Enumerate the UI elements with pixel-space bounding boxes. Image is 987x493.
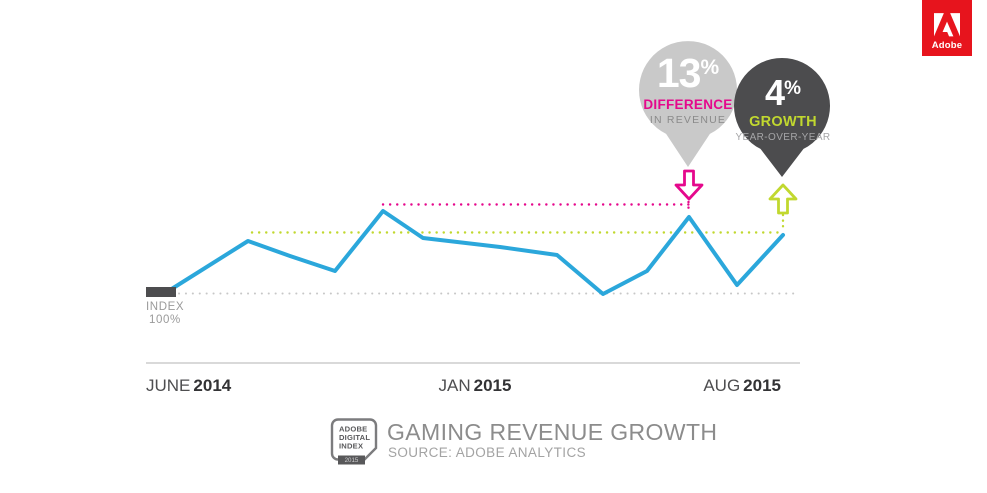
axis-month: JUNE: [146, 376, 191, 395]
difference-value: 13%: [656, 50, 720, 96]
index-bar: [146, 287, 176, 297]
adobe-logo[interactable]: Adobe: [922, 0, 972, 56]
difference-sublabel: IN REVENUE: [649, 113, 727, 126]
axis-label-aug-2015: AUG 2015: [661, 376, 781, 396]
revenue-line: [168, 209, 785, 296]
axis-label-june-2014: JUNE 2014: [146, 376, 231, 396]
adobe-a-icon: [934, 13, 960, 37]
growth-sublabel: YEAR-OVER-YEAR: [735, 131, 831, 143]
index-label-line1: INDEX: [146, 301, 185, 313]
difference-label: DIFFERENCE: [643, 97, 733, 112]
axis-month: JAN: [438, 376, 471, 395]
badge-line3: INDEX: [339, 442, 363, 451]
growth-balloon: [734, 57, 831, 177]
badge-ribbon-year: 2015: [345, 457, 359, 464]
index-label-line2: 100%: [149, 314, 181, 327]
axis-year: 2014: [193, 376, 232, 395]
badge-ribbon: [338, 455, 365, 465]
axis-month: AUG: [703, 376, 741, 395]
axis-label-jan-2015: JAN 2015: [415, 376, 535, 396]
growth-callout: 4% GROWTH YEAR-OVER-YEAR: [703, 75, 863, 143]
badge-line2: DIGITAL: [339, 433, 370, 442]
difference-arrow-down-icon: [674, 169, 704, 201]
growth-value: 4%: [765, 72, 801, 113]
badge-outline: [330, 418, 378, 461]
adobe-wordmark: Adobe: [931, 40, 963, 51]
difference-balloon: [639, 41, 737, 167]
growth-label: GROWTH: [749, 114, 817, 130]
index-baseline-label: INDEX 100%: [146, 301, 184, 326]
chart-title: GAMING REVENUE GROWTH: [387, 419, 718, 445]
chart-source: SOURCE: ADOBE ANALYTICS: [388, 445, 587, 460]
badge-line1: ADOBE: [339, 425, 367, 434]
axis-year: 2015: [743, 376, 781, 395]
axis-year: 2015: [473, 376, 512, 395]
difference-callout: 13% DIFFERENCE IN REVENUE: [608, 53, 768, 125]
growth-arrow-up-icon: [768, 183, 798, 215]
adobe-digital-index-badge: ADOBE DIGITAL INDEX 2015: [330, 418, 378, 465]
